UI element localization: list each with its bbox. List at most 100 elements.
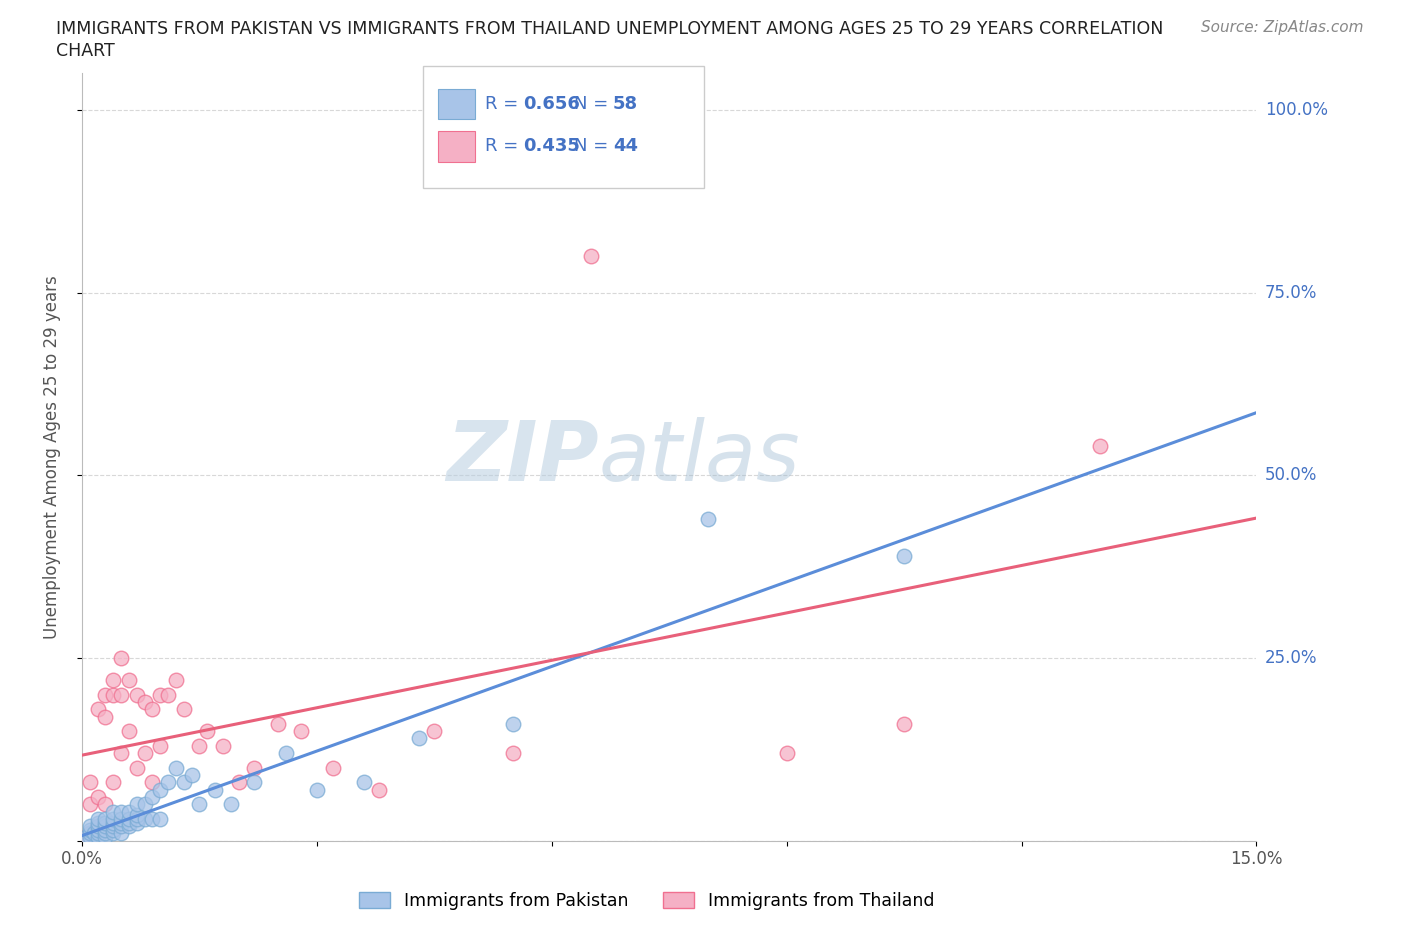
Point <box>79 818 101 833</box>
Point <box>408 731 430 746</box>
Point <box>141 790 163 804</box>
Point <box>110 687 132 702</box>
Point <box>180 767 202 782</box>
Point <box>149 687 172 702</box>
Point <box>188 797 211 812</box>
Point <box>79 830 101 844</box>
Point <box>212 738 235 753</box>
Point <box>79 826 101 841</box>
Point <box>134 811 156 826</box>
Text: R =: R = <box>485 138 524 155</box>
Text: ZIP: ZIP <box>446 417 599 498</box>
Point <box>125 815 148 830</box>
Point <box>141 775 163 790</box>
Point <box>149 738 172 753</box>
Point <box>86 830 108 844</box>
Point <box>75 830 97 844</box>
Point <box>125 811 148 826</box>
Point <box>103 687 125 702</box>
Point <box>110 746 132 761</box>
Point <box>125 797 148 812</box>
Point <box>697 512 720 526</box>
Point <box>86 815 108 830</box>
Point <box>118 724 141 738</box>
Point <box>86 811 108 826</box>
Point <box>149 811 172 826</box>
Point <box>86 790 108 804</box>
Point <box>103 822 125 837</box>
Point <box>228 775 250 790</box>
Point <box>125 760 148 775</box>
Point <box>103 804 125 819</box>
Point <box>118 672 141 687</box>
Point <box>110 651 132 666</box>
Point <box>893 716 915 731</box>
Point <box>103 826 125 841</box>
Point <box>86 826 108 841</box>
Text: 100.0%: 100.0% <box>1265 100 1327 119</box>
Point <box>305 782 328 797</box>
Point <box>219 797 242 812</box>
Text: 44: 44 <box>613 138 638 155</box>
Point <box>321 760 343 775</box>
Point <box>79 797 101 812</box>
Point <box>1088 439 1111 454</box>
Point <box>502 716 524 731</box>
Text: 50.0%: 50.0% <box>1265 466 1317 485</box>
Point <box>157 775 180 790</box>
Point <box>110 804 132 819</box>
Point <box>94 822 117 837</box>
Point <box>134 746 156 761</box>
Point <box>118 804 141 819</box>
Point <box>79 822 101 837</box>
Point <box>118 815 141 830</box>
Text: atlas: atlas <box>599 417 800 498</box>
Text: CHART: CHART <box>56 42 115 60</box>
Point <box>267 716 290 731</box>
Point <box>775 746 797 761</box>
Point <box>165 760 187 775</box>
Y-axis label: Unemployment Among Ages 25 to 29 years: Unemployment Among Ages 25 to 29 years <box>44 275 60 639</box>
FancyBboxPatch shape <box>423 66 704 189</box>
Text: Source: ZipAtlas.com: Source: ZipAtlas.com <box>1201 20 1364 35</box>
Point <box>141 811 163 826</box>
Text: 0.656: 0.656 <box>523 95 581 113</box>
Point <box>893 549 915 564</box>
Point <box>134 797 156 812</box>
Point <box>157 687 180 702</box>
Point <box>86 818 108 833</box>
Point <box>165 672 187 687</box>
Point <box>195 724 218 738</box>
Text: 75.0%: 75.0% <box>1265 284 1317 301</box>
Text: 58: 58 <box>613 95 638 113</box>
Point <box>86 818 108 833</box>
Point <box>141 702 163 717</box>
Point <box>188 738 211 753</box>
Legend: Immigrants from Pakistan, Immigrants from Thailand: Immigrants from Pakistan, Immigrants fro… <box>352 884 942 917</box>
Point <box>103 672 125 687</box>
Text: N =: N = <box>574 95 614 113</box>
Point <box>79 826 101 841</box>
Point <box>149 782 172 797</box>
Point <box>353 775 375 790</box>
Point <box>94 815 117 830</box>
Point <box>579 248 602 263</box>
Point <box>94 709 117 724</box>
Point <box>173 775 195 790</box>
Point <box>204 782 226 797</box>
Point <box>368 782 391 797</box>
Text: 0.435: 0.435 <box>523 138 581 155</box>
Point <box>243 760 266 775</box>
Point <box>103 775 125 790</box>
Point <box>103 818 125 833</box>
Point <box>110 811 132 826</box>
Point <box>94 687 117 702</box>
Point <box>86 702 108 717</box>
Text: IMMIGRANTS FROM PAKISTAN VS IMMIGRANTS FROM THAILAND UNEMPLOYMENT AMONG AGES 25 : IMMIGRANTS FROM PAKISTAN VS IMMIGRANTS F… <box>56 20 1164 38</box>
Point <box>243 775 266 790</box>
Point <box>103 811 125 826</box>
Point <box>173 702 195 717</box>
Point <box>118 818 141 833</box>
Point <box>75 830 97 844</box>
Point <box>86 822 108 837</box>
